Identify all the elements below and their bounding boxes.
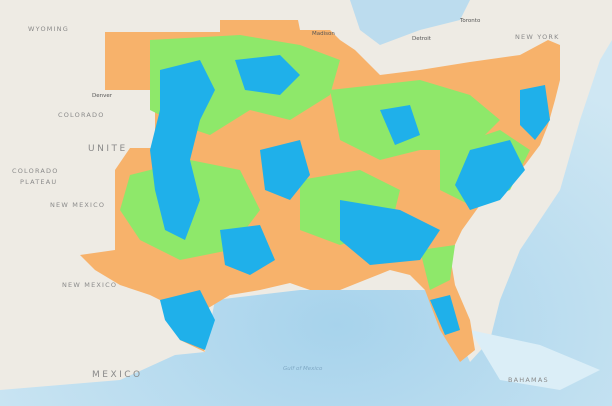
map-label: COLORADO <box>58 111 105 119</box>
map-label: NEW MEXICO <box>50 201 105 209</box>
blue-zone <box>380 105 420 145</box>
map-label: UNITE <box>88 144 128 154</box>
blue-zone <box>260 140 310 200</box>
map-label: PLATEAU <box>20 178 57 186</box>
great-lakes <box>350 0 470 45</box>
map-label: Detroit <box>412 36 432 42</box>
map-label: Denver <box>92 93 113 99</box>
map-label: COLORADO <box>12 167 59 175</box>
map-label: BAHAMAS <box>508 376 549 384</box>
blue-zone <box>430 295 460 335</box>
shoal <box>470 330 600 390</box>
blue-zone <box>220 225 275 275</box>
map-label: NEW YORK <box>515 33 560 41</box>
map-label: WYOMING <box>28 25 69 33</box>
blue-zone <box>455 140 525 210</box>
map-label: Madison <box>312 31 335 37</box>
blue-zones <box>150 55 550 350</box>
map-label: Toronto <box>459 18 481 24</box>
blue-zone <box>150 60 215 240</box>
map-label: Gulf of Mexico <box>283 366 323 372</box>
map-label: MEXICO <box>92 370 143 380</box>
blue-zone <box>340 200 440 265</box>
map-label: NEW MEXICO <box>62 281 117 289</box>
blue-zone <box>160 290 215 350</box>
blue-zone <box>235 55 300 95</box>
blue-zone <box>520 85 550 140</box>
green-zone <box>420 245 455 290</box>
